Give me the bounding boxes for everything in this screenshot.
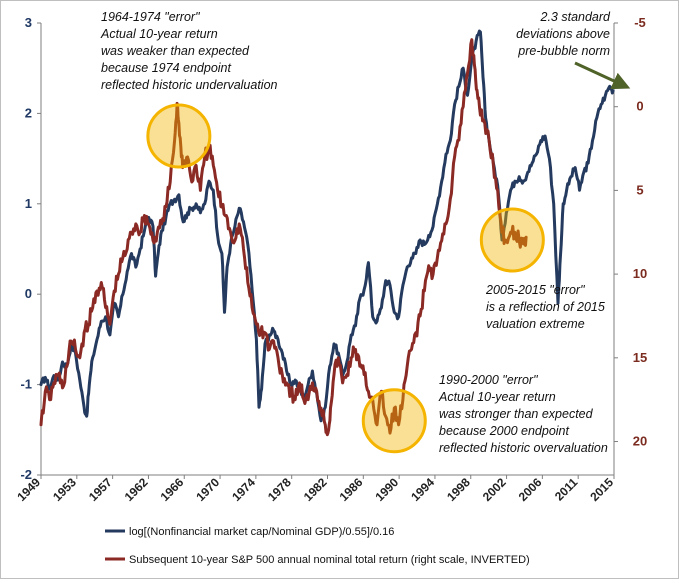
annotation-line: 1990-2000 "error" (439, 373, 538, 387)
x-tick-label: 2002 (480, 475, 509, 504)
x-tick-label: 1953 (50, 475, 79, 504)
x-tick-label: 1957 (86, 475, 115, 504)
right-tick-label: -5 (634, 15, 646, 30)
legend-label-1: log[(Nonfinancial market cap/Nominal GDP… (129, 526, 394, 538)
right-tick-label: 20 (633, 434, 647, 449)
annotation-line: was weaker than expected (101, 44, 250, 58)
x-tick-label: 1966 (158, 475, 187, 504)
left-axis-tick-labels: -2 -1 0 1 2 3 (20, 15, 32, 482)
x-tick-label: 1974 (229, 475, 258, 504)
highlight-circle-3 (361, 388, 427, 454)
annotation-3: 2005-2015 "error" is a reflection of 2015… (485, 283, 605, 331)
x-tick-label: 1970 (193, 475, 222, 504)
annotation-line: was stronger than expected (439, 407, 594, 421)
series-line-2 (39, 38, 528, 437)
left-tick-label: -2 (20, 467, 32, 482)
annotation-line: pre-bubble norm (517, 44, 610, 58)
x-tick-label: 1949 (14, 475, 43, 504)
annotation-line: because 1974 endpoint (101, 61, 232, 75)
axes (37, 22, 618, 479)
x-axis-tick-labels: 1949 1953 1957 1962 1966 1970 1974 1978 1982 1986… (14, 475, 616, 504)
annotation-line: valuation extreme (486, 317, 585, 331)
x-tick-label: 1986 (337, 475, 366, 504)
annotation-2: 2.3 standard deviations above pre-bubble n… (516, 10, 611, 58)
highlight-circle-2 (479, 207, 545, 273)
annotation-line: 1964-1974 "error" (101, 10, 200, 24)
right-axis-tick-labels: -5 0 5 10 15 20 (633, 15, 647, 449)
annotation-line: 2005-2015 "error" (485, 283, 585, 297)
x-tick-label: 2015 (587, 475, 616, 504)
right-tick-label: 0 (636, 99, 643, 114)
x-tick-label: 1978 (265, 475, 294, 504)
left-tick-label: 2 (25, 105, 32, 120)
right-tick-label: 15 (633, 350, 647, 365)
left-tick-label: -1 (20, 377, 32, 392)
highlight-circles (146, 103, 545, 454)
series-lines (39, 29, 615, 437)
left-tick-label: 0 (25, 286, 32, 301)
x-tick-label: 2011 (552, 475, 581, 504)
right-tick-label: 5 (636, 182, 643, 197)
left-tick-label: 1 (25, 196, 32, 211)
x-tick-label: 2006 (516, 475, 545, 504)
x-tick-label: 1994 (408, 475, 437, 504)
annotation-arrow (574, 61, 631, 90)
annotation-1: 1964-1974 "error" Actual 10-year return wa… (100, 10, 278, 92)
annotation-line: deviations above (516, 27, 610, 41)
left-tick-label: 3 (25, 15, 32, 30)
x-tick-label: 1962 (122, 475, 151, 504)
legend-label-2: Subsequent 10-year S&P 500 annual nomina… (129, 554, 530, 566)
annotation-line: Actual 10-year return (438, 390, 556, 404)
legend: log[(Nonfinancial market cap/Nominal GDP… (105, 526, 530, 566)
annotation-line: is a reflection of 2015 (486, 300, 605, 314)
x-tick-label: 1982 (301, 475, 330, 504)
annotation-line: 2.3 standard (540, 10, 612, 24)
annotation-line: Actual 10-year return (100, 27, 218, 41)
annotation-line: reflected historic overvaluation (439, 441, 608, 455)
annotation-line: reflected historic undervaluation (101, 78, 278, 92)
highlight-circle-1 (146, 103, 212, 169)
x-tick-label: 1990 (372, 475, 401, 504)
annotation-line: because 2000 endpoint (439, 424, 570, 438)
annotation-4: 1990-2000 "error" Actual 10-year return wa… (438, 373, 608, 455)
right-tick-label: 10 (633, 266, 647, 281)
annotations: 1964-1974 "error" Actual 10-year return wa… (100, 10, 631, 455)
x-tick-label: 1998 (444, 475, 473, 504)
